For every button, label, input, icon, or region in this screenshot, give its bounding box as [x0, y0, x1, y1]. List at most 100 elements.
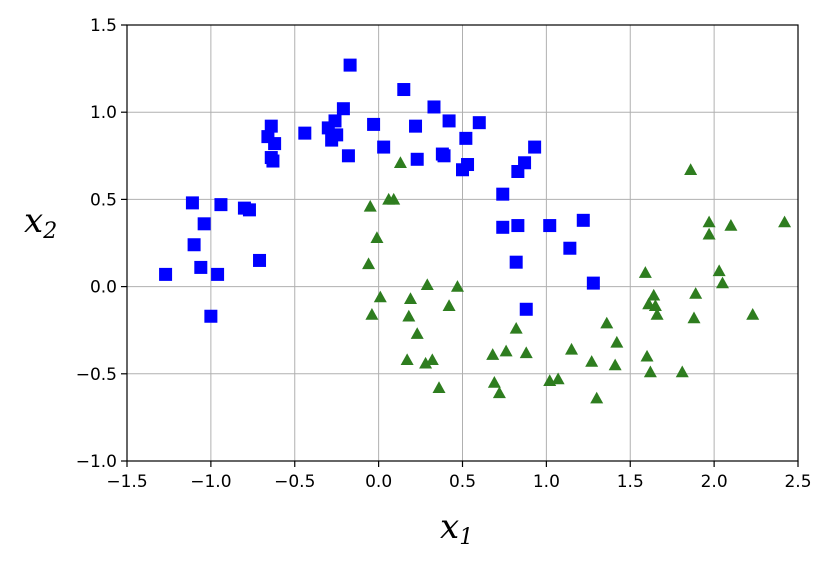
- y-tick-label: 0.0: [90, 278, 117, 298]
- square-point: [519, 302, 533, 316]
- triangle-point: [410, 327, 424, 339]
- triangle-point: [551, 372, 565, 385]
- square-point: [576, 213, 590, 227]
- square-point: [264, 119, 278, 133]
- data-points: [159, 58, 792, 404]
- square-point: [242, 203, 256, 217]
- y-axis-label-main: x: [24, 201, 43, 241]
- y-tick-label: −1.0: [76, 452, 117, 472]
- triangle-point: [724, 219, 738, 231]
- triangle-point: [590, 391, 604, 404]
- square-point: [214, 198, 228, 212]
- x-axis-ticks: −1.5 −1.0 −0.5 0.0 0.5 1.0 1.5 2.0 2.5: [106, 461, 812, 492]
- triangle-point: [393, 156, 407, 168]
- triangle-point: [365, 308, 379, 320]
- square-point: [341, 149, 355, 163]
- triangle-point: [778, 215, 792, 228]
- square-point: [268, 137, 282, 151]
- triangle-point: [650, 308, 664, 320]
- x-tick-label: −0.5: [274, 472, 315, 492]
- triangle-point: [687, 311, 701, 324]
- triangle-point: [486, 348, 500, 360]
- triangle-point: [675, 365, 689, 378]
- square-point: [442, 114, 456, 128]
- triangle-point: [442, 299, 456, 311]
- square-point: [343, 58, 357, 72]
- square-point: [543, 219, 557, 233]
- square-point: [496, 187, 510, 201]
- triangle-point: [565, 342, 579, 355]
- triangle-point: [387, 192, 401, 205]
- square-point: [377, 140, 391, 154]
- x-tick-label: 0.0: [365, 472, 392, 492]
- y-tick-label: 1.0: [90, 103, 117, 123]
- triangle-point: [648, 299, 662, 311]
- square-point: [459, 131, 473, 145]
- triangle-point: [499, 344, 513, 357]
- y-axis-ticks: −1.0 −0.5 0.0 0.5 1.0 1.5: [76, 16, 127, 472]
- triangle-point: [363, 199, 377, 212]
- square-point: [197, 217, 211, 231]
- square-point: [298, 126, 312, 140]
- triangle-point: [689, 287, 703, 299]
- square-point: [266, 154, 280, 168]
- square-point: [472, 116, 486, 130]
- square-point: [511, 219, 525, 233]
- triangle-point: [403, 292, 417, 305]
- x-tick-label: 0.5: [449, 472, 476, 492]
- triangle-point: [647, 288, 661, 301]
- x-tick-label: 2.0: [701, 472, 728, 492]
- triangle-point: [702, 215, 716, 228]
- square-point: [528, 140, 542, 154]
- square-point: [397, 83, 411, 97]
- square-point: [330, 128, 344, 142]
- square-point: [328, 114, 342, 128]
- square-point: [461, 158, 475, 172]
- x-tick-label: −1.5: [106, 472, 147, 492]
- triangle-point: [400, 353, 414, 366]
- triangle-point: [519, 346, 533, 359]
- triangle-point: [600, 316, 614, 329]
- square-point: [159, 267, 173, 281]
- y-tick-label: −0.5: [76, 365, 117, 385]
- x-tick-label: 2.5: [784, 472, 811, 492]
- x-tick-label: −1.0: [190, 472, 231, 492]
- square-point: [496, 220, 510, 234]
- y-axis-label-subscript: 2: [42, 219, 57, 244]
- triangle-point: [432, 381, 446, 393]
- square-point: [211, 267, 225, 281]
- triangle-point: [402, 309, 416, 322]
- x-axis-label-main: x: [440, 507, 459, 547]
- triangle-point: [425, 353, 439, 366]
- square-point: [185, 196, 199, 210]
- triangle-point: [420, 278, 434, 291]
- square-point: [336, 102, 350, 116]
- square-point: [367, 117, 381, 131]
- triangle-point: [487, 376, 501, 388]
- square-point: [410, 152, 424, 166]
- square-point: [563, 241, 577, 255]
- square-point: [437, 149, 451, 163]
- triangle-point: [492, 386, 506, 399]
- triangle-point: [370, 231, 384, 243]
- triangle-point: [684, 163, 698, 175]
- square-point: [409, 119, 423, 133]
- x-axis-label-subscript: 1: [459, 525, 473, 550]
- triangle-point: [509, 321, 523, 334]
- square-point: [187, 238, 201, 252]
- y-tick-label: 0.5: [90, 190, 117, 210]
- square-point: [586, 276, 600, 290]
- triangle-point: [450, 280, 464, 292]
- triangle-point: [608, 358, 622, 371]
- square-point: [509, 255, 523, 269]
- y-axis-label: x2: [24, 201, 57, 244]
- square-point: [204, 309, 218, 323]
- square-point: [194, 260, 208, 274]
- triangle-point: [712, 264, 726, 277]
- triangle-point: [746, 308, 760, 320]
- y-tick-label: 1.5: [90, 16, 117, 36]
- triangle-point: [419, 356, 433, 369]
- triangle-point: [610, 335, 624, 348]
- square-point: [518, 156, 532, 170]
